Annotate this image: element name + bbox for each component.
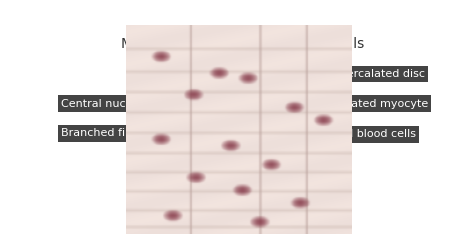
Text: Central nucleus: Central nucleus bbox=[61, 99, 148, 109]
Text: Branched fiber: Branched fiber bbox=[61, 128, 144, 138]
Text: Red blood cells: Red blood cells bbox=[332, 129, 416, 139]
Text: Intercalated disc: Intercalated disc bbox=[332, 69, 425, 79]
Text: Micrograph of Cardiac Muscle Cells: Micrograph of Cardiac Muscle Cells bbox=[121, 37, 365, 51]
Text: Striated myocyte: Striated myocyte bbox=[332, 99, 428, 109]
